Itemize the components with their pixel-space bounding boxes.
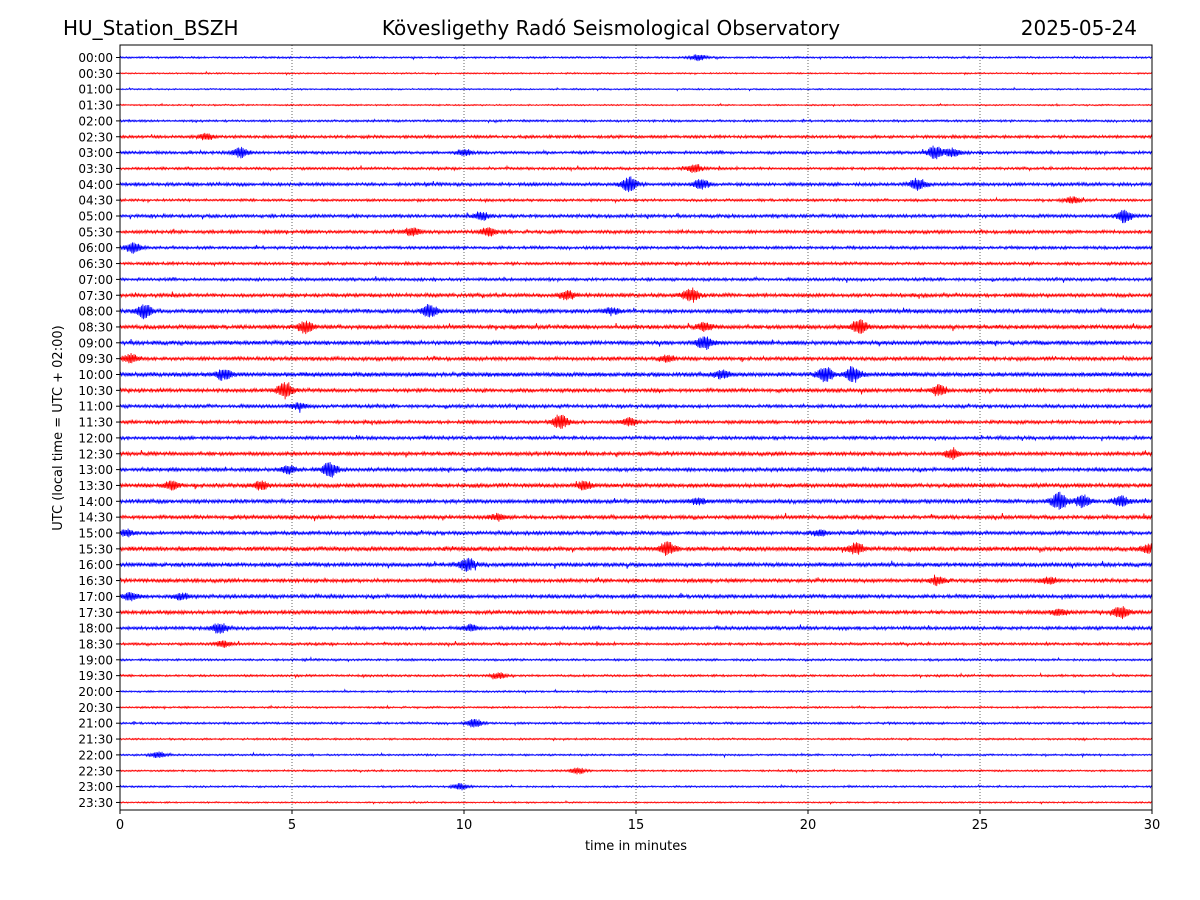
x-tick-label: 15 bbox=[628, 818, 645, 833]
row-label: 00:00 bbox=[78, 51, 113, 65]
trace-1330 bbox=[119, 480, 1153, 491]
x-tick-label: 30 bbox=[1144, 818, 1161, 833]
row-label: 02:30 bbox=[78, 130, 113, 144]
row-label: 06:30 bbox=[78, 257, 113, 271]
trace-1430 bbox=[119, 512, 1153, 522]
row-label: 11:30 bbox=[78, 416, 113, 430]
trace-1830 bbox=[119, 640, 1153, 648]
row-label: 08:00 bbox=[78, 305, 113, 319]
x-tick-layer: 0 5 10 15 20 25 30 bbox=[116, 810, 1160, 833]
row-label: 01:30 bbox=[78, 99, 113, 113]
row-label: 18:00 bbox=[78, 622, 113, 636]
row-label: 23:30 bbox=[78, 796, 113, 810]
row-label: 01:00 bbox=[78, 83, 113, 97]
row-label: 12:30 bbox=[78, 447, 113, 461]
trace-1300 bbox=[119, 462, 1153, 478]
date-label: 2025-05-24 bbox=[1021, 16, 1137, 40]
row-label: 21:00 bbox=[78, 717, 113, 731]
trace-2200 bbox=[119, 751, 1153, 759]
row-label: 04:00 bbox=[78, 178, 113, 192]
x-tick-label: 25 bbox=[972, 818, 989, 833]
row-label: 15:30 bbox=[78, 542, 113, 556]
row-label: 07:30 bbox=[78, 289, 113, 303]
x-tick-label: 0 bbox=[116, 818, 124, 833]
x-tick-label: 20 bbox=[800, 818, 817, 833]
row-label: 05:30 bbox=[78, 225, 113, 239]
row-label: 22:00 bbox=[78, 748, 113, 762]
row-label: 05:00 bbox=[78, 210, 113, 224]
row-label: 09:30 bbox=[78, 352, 113, 366]
row-label: 00:30 bbox=[78, 67, 113, 81]
trace-0600 bbox=[119, 242, 1153, 254]
trace-0230 bbox=[119, 132, 1153, 141]
row-label: 13:00 bbox=[78, 463, 113, 477]
row-label: 14:30 bbox=[78, 511, 113, 525]
x-axis-label: time in minutes bbox=[585, 839, 687, 854]
trace-0400 bbox=[119, 176, 1153, 193]
trace-1000 bbox=[119, 366, 1153, 383]
row-label: 02:00 bbox=[78, 114, 113, 128]
grid-layer bbox=[291, 45, 981, 810]
trace-1500 bbox=[119, 528, 1153, 538]
row-label: 16:00 bbox=[78, 558, 113, 572]
row-label: 23:00 bbox=[78, 780, 113, 794]
x-tick-label: 10 bbox=[456, 818, 473, 833]
row-label: 11:00 bbox=[78, 400, 113, 414]
row-label: 22:30 bbox=[78, 764, 113, 778]
row-label: 06:00 bbox=[78, 241, 113, 255]
trace-2330 bbox=[119, 799, 1153, 806]
row-label: 17:00 bbox=[78, 590, 113, 604]
row-label: 17:30 bbox=[78, 606, 113, 620]
row-label: 21:30 bbox=[78, 733, 113, 747]
trace-1700 bbox=[119, 592, 1153, 602]
row-label: 16:30 bbox=[78, 574, 113, 588]
trace-2000 bbox=[119, 688, 1153, 695]
trace-2030 bbox=[119, 704, 1153, 711]
row-label: 03:30 bbox=[78, 162, 113, 176]
y-axis-label: UTC (local time = UTC + 02:00) bbox=[51, 325, 66, 530]
row-label: 04:30 bbox=[78, 194, 113, 208]
trace-1030 bbox=[119, 382, 1153, 400]
trace-1630 bbox=[119, 574, 1153, 587]
row-label: 03:00 bbox=[78, 146, 113, 160]
row-label: 20:30 bbox=[78, 701, 113, 715]
x-tick-label: 5 bbox=[288, 818, 296, 833]
row-label: 08:30 bbox=[78, 320, 113, 334]
trace-0100 bbox=[119, 86, 1153, 92]
row-label: 15:00 bbox=[78, 527, 113, 541]
trace-0430 bbox=[119, 196, 1153, 204]
row-label: 13:30 bbox=[78, 479, 113, 493]
row-label: 10:30 bbox=[78, 384, 113, 398]
row-label: 12:00 bbox=[78, 431, 113, 445]
row-label: 19:00 bbox=[78, 653, 113, 667]
row-label: 07:00 bbox=[78, 273, 113, 287]
row-label: 20:00 bbox=[78, 685, 113, 699]
station-label: HU_Station_BSZH bbox=[63, 16, 239, 40]
row-label: 18:30 bbox=[78, 637, 113, 651]
chart-title: Kövesligethy Radó Seismological Observat… bbox=[382, 16, 840, 40]
row-label: 19:30 bbox=[78, 669, 113, 683]
row-label: 09:00 bbox=[78, 336, 113, 350]
trace-0630 bbox=[119, 260, 1153, 268]
trace-0030 bbox=[119, 70, 1153, 76]
trace-1130 bbox=[119, 414, 1153, 429]
row-label: 10:00 bbox=[78, 368, 113, 382]
row-label: 14:00 bbox=[78, 495, 113, 509]
